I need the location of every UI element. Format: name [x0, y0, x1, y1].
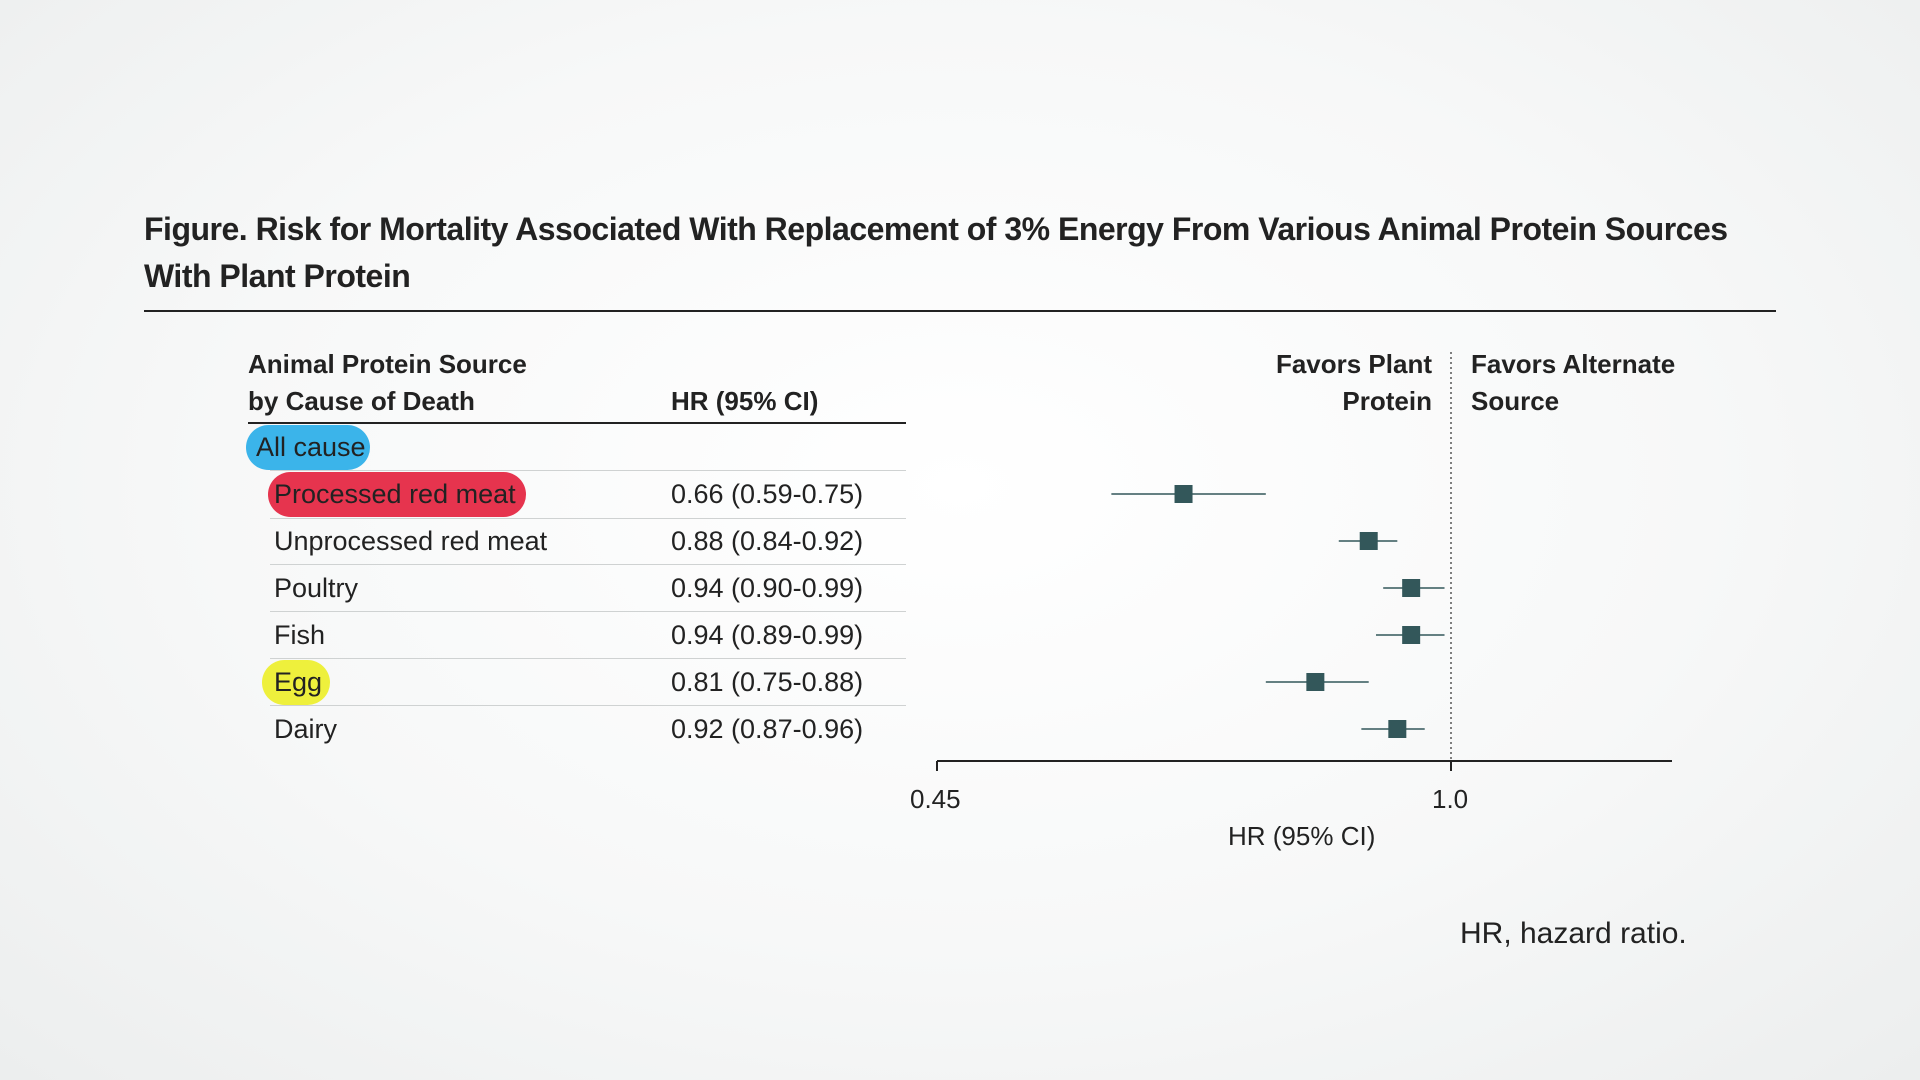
row-rule	[270, 705, 906, 706]
x-tick-label: 1.0	[1432, 784, 1469, 814]
title-rule	[144, 310, 1776, 312]
row-label-processed-red-meat: Processed red meat	[274, 479, 516, 509]
favors-alternate-line2: Source	[1471, 386, 1560, 416]
row-hr-egg: 0.81 (0.75-0.88)	[671, 667, 864, 697]
highlight-all-cause	[246, 425, 370, 470]
row-label-dairy: Dairy	[274, 714, 338, 744]
x-axis-title: HR (95% CI)	[1228, 821, 1376, 851]
favors-plant-line2: Protein	[1342, 386, 1432, 416]
column-header-hr: HR (95% CI)	[671, 386, 819, 416]
favors-alternate-label: Favors Alternate Source	[1471, 346, 1675, 420]
highlight-egg	[262, 660, 330, 705]
forest-marks	[1111, 485, 1445, 738]
favors-plant-label: Favors Plant Protein	[1276, 346, 1432, 420]
highlight-processed-red-meat	[268, 472, 526, 517]
row-hr-fish: 0.94 (0.89-0.99)	[671, 620, 864, 650]
table-header-rule	[248, 422, 906, 424]
hr-point-marker	[1402, 626, 1421, 644]
row-label-unprocessed-red-meat: Unprocessed red meat	[274, 526, 548, 556]
figure-title: Figure. Risk for Mortality Associated Wi…	[144, 211, 1728, 294]
column-header-source-line2: by Cause of Death	[248, 386, 475, 416]
hr-point-marker	[1174, 485, 1193, 503]
favors-alternate-line1: Favors Alternate	[1471, 349, 1676, 379]
hr-point-marker	[1388, 720, 1407, 738]
row-label-fish: Fish	[274, 620, 326, 650]
row-rule	[270, 658, 906, 659]
row-hr-poultry: 0.94 (0.90-0.99)	[671, 573, 864, 603]
row-label-egg: Egg	[274, 667, 323, 697]
column-header-source-line1: Animal Protein Source	[248, 349, 527, 379]
x-axis-ticks	[936, 761, 1452, 771]
group-label-all-cause: All cause	[256, 432, 366, 462]
row-hr-dairy: 0.92 (0.87-0.96)	[671, 714, 864, 744]
x-tick-label: 0.45	[910, 784, 961, 814]
favors-plant-line1: Favors Plant	[1275, 349, 1432, 379]
row-rule	[270, 470, 906, 471]
hr-point-marker	[1402, 579, 1421, 597]
column-header-source: Animal Protein Source by Cause of Death	[248, 346, 527, 420]
row-label-poultry: Poultry	[274, 573, 359, 603]
row-rule	[270, 518, 906, 519]
hr-point-marker	[1359, 532, 1378, 550]
row-hr-unprocessed-red-meat: 0.88 (0.84-0.92)	[671, 526, 864, 556]
row-rule	[270, 611, 906, 612]
row-hr-processed-red-meat: 0.66 (0.59-0.75)	[671, 479, 864, 509]
row-rule	[270, 564, 906, 565]
footnote: HR, hazard ratio.	[1460, 917, 1687, 950]
hr-point-marker	[1306, 673, 1325, 691]
